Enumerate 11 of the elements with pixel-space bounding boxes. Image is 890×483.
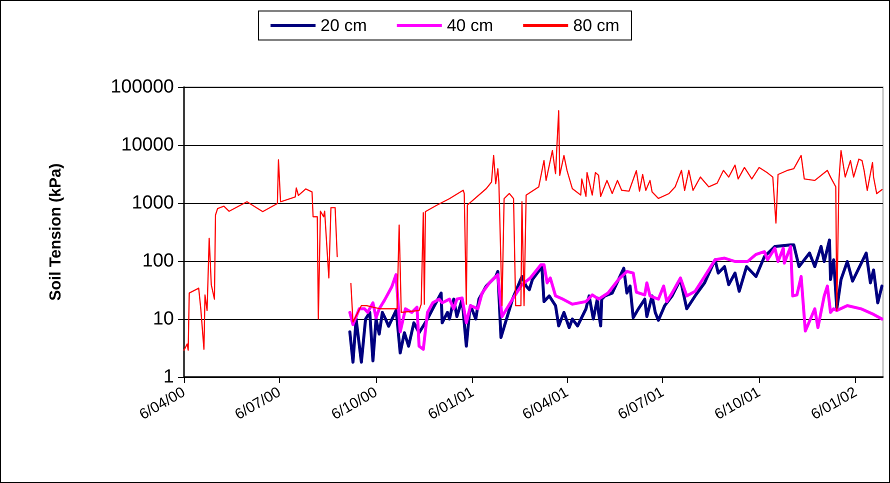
legend-label: 40 cm: [446, 16, 494, 35]
y-tick-label: 1: [163, 366, 174, 388]
line-series: [348, 244, 884, 351]
y-tick-label: 10000: [121, 134, 174, 156]
y-tick-label: 100: [142, 250, 174, 272]
y-axis-title: Soil Tension (kPa): [48, 163, 64, 301]
legend-label: 20 cm: [320, 16, 367, 35]
y-tick-label: 100000: [110, 76, 174, 98]
y-tick-label: 10: [152, 308, 174, 330]
y-tick-label: 1000: [132, 192, 174, 214]
legend-label: 80 cm: [573, 16, 620, 35]
